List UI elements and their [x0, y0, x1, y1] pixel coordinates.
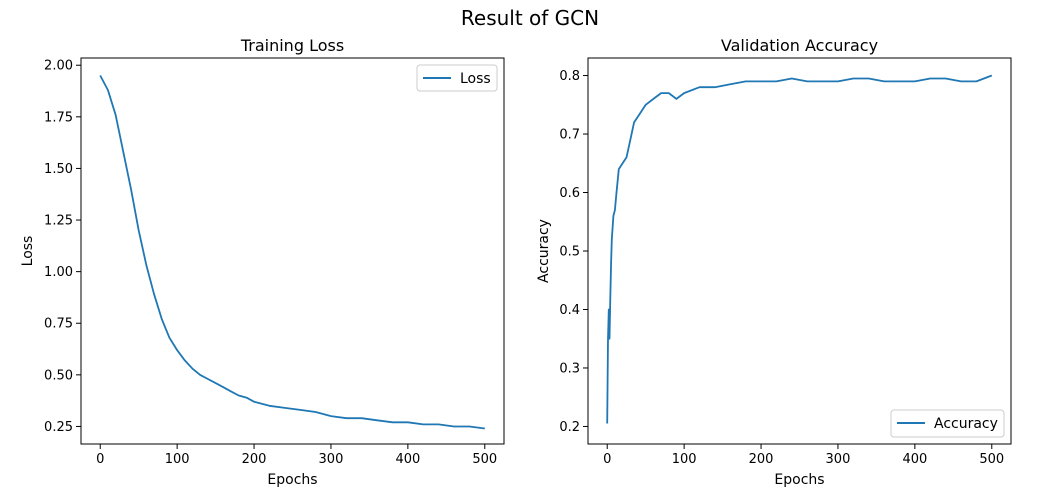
validation-accuracy-title: Validation Accuracy	[721, 36, 878, 55]
validation-accuracy-legend: Accuracy	[890, 409, 1005, 438]
validation-accuracy-y-ticks: 0.2 0.3 0.4 0.5 0.6 0.7 0.8	[559, 69, 588, 435]
training-loss-y-tick-label: 0.25	[44, 420, 73, 435]
training-loss-x-tick-label: 500	[472, 452, 497, 467]
validation-accuracy-axes-frame	[587, 57, 1012, 445]
training-loss-series-line	[99, 75, 485, 430]
validation-accuracy-legend-label: Accuracy	[934, 416, 998, 432]
training-loss-title: Training Loss	[240, 36, 344, 55]
training-loss-y-tick-label: 1.00	[44, 265, 73, 280]
training-loss-legend: Loss	[416, 64, 498, 92]
validation-accuracy-x-tick-label: 400	[902, 452, 927, 467]
training-loss-y-tick-label: 1.75	[44, 110, 73, 125]
training-loss-series	[99, 75, 485, 430]
training-loss-y-tick-label: 1.50	[44, 162, 73, 177]
training-loss-legend-box	[416, 64, 498, 92]
training-loss-y-tick-label: 1.25	[44, 214, 73, 229]
validation-accuracy-x-tick-label: 300	[826, 452, 851, 467]
validation-accuracy-series-line	[606, 74, 993, 424]
training-loss-y-tick-label: 0.75	[44, 317, 73, 332]
validation-accuracy-x-tick-label: 100	[672, 452, 697, 467]
validation-accuracy-y-tick-label: 0.7	[559, 128, 580, 143]
validation-accuracy-y-tick-label: 0.5	[559, 245, 580, 260]
validation-accuracy-series	[606, 74, 993, 424]
training-loss-axes-frame	[80, 57, 505, 445]
validation-accuracy-x-tick-label: 0	[603, 452, 611, 467]
validation-accuracy-y-tick-label: 0.3	[559, 361, 580, 376]
training-loss-x-tick-label: 400	[395, 452, 420, 467]
figure-title: Result of GCN	[461, 6, 599, 30]
training-loss-y-ticks: 0.25 0.50 0.75 1.00 1.25 1.50 1.75 2.00	[44, 59, 81, 435]
validation-accuracy-x-ticks: 0 100 200 300 400 500	[603, 444, 1004, 467]
training-loss-x-tick-label: 200	[242, 452, 267, 467]
validation-accuracy-y-tick-label: 0.4	[559, 303, 580, 318]
training-loss-legend-label: Loss	[460, 71, 491, 87]
validation-accuracy-y-tick-label: 0.2	[559, 420, 580, 435]
training-loss-y-axis-label: Loss	[20, 236, 36, 267]
training-loss-x-ticks: 0 100 200 300 400 500	[96, 444, 497, 467]
validation-accuracy-x-tick-label: 500	[979, 452, 1004, 467]
validation-accuracy-y-tick-label: 0.6	[559, 186, 580, 201]
validation-accuracy-y-tick-label: 0.8	[559, 69, 580, 84]
validation-accuracy-plot: Validation Accuracy 0 100 200 300 400 500 0.2…	[536, 36, 1012, 488]
validation-accuracy-legend-box	[890, 409, 1005, 438]
training-loss-y-tick-label: 2.00	[44, 59, 73, 74]
training-loss-x-tick-label: 100	[165, 452, 190, 467]
validation-accuracy-x-axis-label: Epochs	[774, 472, 824, 488]
validation-accuracy-y-axis-label: Accuracy	[536, 219, 552, 283]
training-loss-y-tick-label: 0.50	[44, 368, 73, 383]
training-loss-x-tick-label: 300	[319, 452, 344, 467]
training-loss-x-axis-label: Epochs	[267, 472, 317, 488]
validation-accuracy-x-tick-label: 200	[749, 452, 774, 467]
training-loss-x-tick-label: 0	[96, 452, 104, 467]
training-loss-plot: Training Loss 0 100 200 300 400 500 0.250.500…	[20, 36, 505, 488]
